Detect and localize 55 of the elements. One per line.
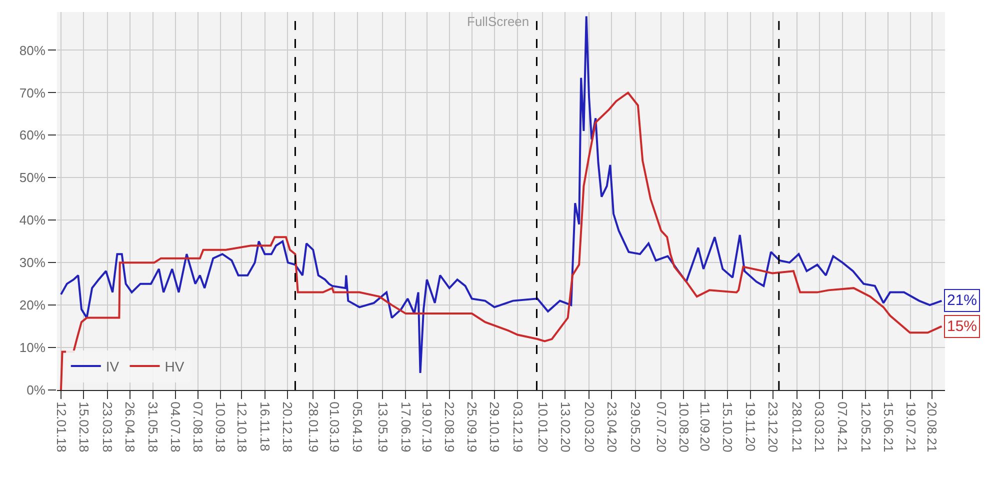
x-tick-label: 07.07.20 <box>654 402 669 452</box>
x-tick-label: 23.03.18 <box>100 402 116 452</box>
y-tick-label: 60% <box>19 128 46 143</box>
x-tick-label: 25.09.19 <box>464 402 480 452</box>
x-tick-label: 10.01.20 <box>535 402 550 452</box>
y-tick-label: 40% <box>19 212 46 228</box>
x-tick-label: 16.11.18 <box>258 402 273 452</box>
x-tick-label: 12.01.18 <box>54 402 69 452</box>
x-tick-label: 19.07.19 <box>420 402 435 452</box>
line-series <box>60 15 943 374</box>
x-tick-label: 26.04.18 <box>122 402 138 452</box>
y-tick-label: 0% <box>26 382 46 398</box>
annotation: 21% <box>947 292 978 309</box>
x-tick-label: 20.03.20 <box>582 402 597 452</box>
x-tick-label: 15.10.20 <box>720 402 736 452</box>
y-tick-label: 30% <box>19 255 46 270</box>
x-tick-label: 15.02.18 <box>76 402 92 452</box>
legend-label: IV <box>106 358 120 374</box>
y-tick-label: 20% <box>19 298 46 313</box>
x-tick-label: 12.05.21 <box>858 402 874 452</box>
x-tick-label: 15.06.21 <box>880 402 896 452</box>
x-tick-label: 22.08.19 <box>442 402 458 452</box>
x-tick-label: 23.04.20 <box>604 402 620 452</box>
x-tick-label: 19.07.21 <box>903 402 918 452</box>
x-tick-label: 29.10.19 <box>487 402 502 452</box>
x-tick-label: 10.09.18 <box>213 402 228 452</box>
x-tick-label: 03.12.19 <box>510 402 526 452</box>
x-tick-label: 07.04.21 <box>835 402 850 452</box>
annotation: 15% <box>947 318 978 335</box>
x-tick-label: 12.10.18 <box>234 402 250 452</box>
x-tick-label: 07.08.18 <box>190 402 206 452</box>
x-tick-label: 13.02.20 <box>558 402 573 452</box>
line-series <box>60 92 943 390</box>
x-tick-label: 17.06.19 <box>398 402 414 452</box>
x-tick-label: 28.01.21 <box>790 402 805 452</box>
legend-label: HV <box>164 358 185 374</box>
x-tick-label: 28.01.19 <box>306 402 321 452</box>
x-tick-label: 01.03.19 <box>327 402 342 452</box>
x-tick-label: 19.11.20 <box>743 402 758 452</box>
y-tick-label: 10% <box>19 340 46 356</box>
x-tick-label: 20.08.21 <box>924 402 940 452</box>
annotation: FullScreen <box>467 14 530 29</box>
x-tick-label: 04.07.18 <box>168 402 184 452</box>
y-tick-label: 70% <box>19 85 46 100</box>
x-tick-label: 20.12.18 <box>280 402 296 452</box>
x-tick-label: 29.05.20 <box>628 402 644 452</box>
x-tick-label: 10.08.20 <box>676 402 692 452</box>
x-tick-label: 31.05.18 <box>146 402 161 452</box>
x-tick-label: 05.04.19 <box>350 402 366 452</box>
x-tick-label: 03.03.21 <box>812 402 828 452</box>
y-tick-label: 50% <box>19 170 46 186</box>
x-tick-label: 23.12.20 <box>766 402 781 452</box>
x-tick-label: 11.09.20 <box>698 402 713 452</box>
y-tick-label: 80% <box>19 42 46 58</box>
x-tick-label: 13.05.19 <box>375 402 390 452</box>
